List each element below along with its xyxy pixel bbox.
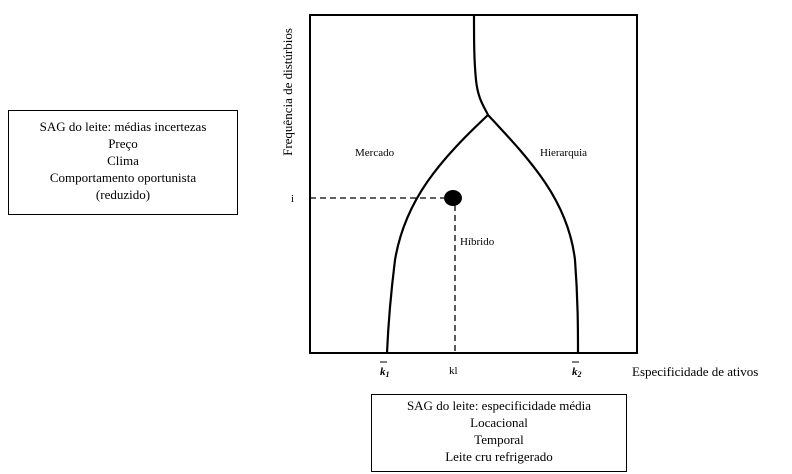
specificity-box-title: SAG do leite: especificidade média xyxy=(406,398,592,413)
y-marker-i: i xyxy=(291,193,294,205)
x-marker-k1-letter: k xyxy=(380,366,386,378)
plot-frame xyxy=(309,14,638,354)
region-label-market: Mercado xyxy=(355,147,395,159)
x-axis-label: Especificidade de ativos xyxy=(632,364,758,379)
x-marker-kl: kl xyxy=(449,365,458,377)
x-marker-k2-letter: k xyxy=(572,366,578,378)
x-marker-k1-subscript: 1 xyxy=(386,370,390,379)
x-marker-k2-subscript: 2 xyxy=(577,370,582,379)
uncertainty-item-behavior-note: (reduzido) xyxy=(95,186,151,202)
uncertainty-item-price: Preço xyxy=(108,135,138,151)
uncertainty-box: SAG do leite: médias incertezas Preço Cl… xyxy=(8,110,238,215)
top-boundary-curve xyxy=(472,14,490,116)
specificity-item-temporal: Temporal xyxy=(474,431,524,447)
position-point xyxy=(444,190,462,206)
specificity-box: SAG do leite: especificidade média Locac… xyxy=(371,394,627,472)
region-label-hierarchy: Hierarquia xyxy=(540,147,587,159)
specificity-item-refrigerated-milk: Leite cru refrigerado xyxy=(445,448,553,464)
svg-text:k1: k1 xyxy=(380,366,390,379)
svg-text:k2: k2 xyxy=(572,366,582,379)
market-hybrid-boundary-curve xyxy=(385,114,489,354)
x-marker-k2: k2 xyxy=(572,361,582,379)
uncertainty-item-behavior: Comportamento oportunista xyxy=(49,169,197,185)
x-marker-k1: k1 xyxy=(380,361,390,379)
uncertainty-box-title: SAG do leite: médias incertezas xyxy=(39,119,207,134)
specificity-item-locational: Locacional xyxy=(470,414,528,430)
uncertainty-item-climate: Clima xyxy=(107,152,139,168)
hybrid-hierarchy-boundary-curve xyxy=(487,114,580,354)
y-axis-label: Frequência de distúrbios xyxy=(280,28,295,156)
region-label-hybrid: Híbrido xyxy=(460,236,495,248)
